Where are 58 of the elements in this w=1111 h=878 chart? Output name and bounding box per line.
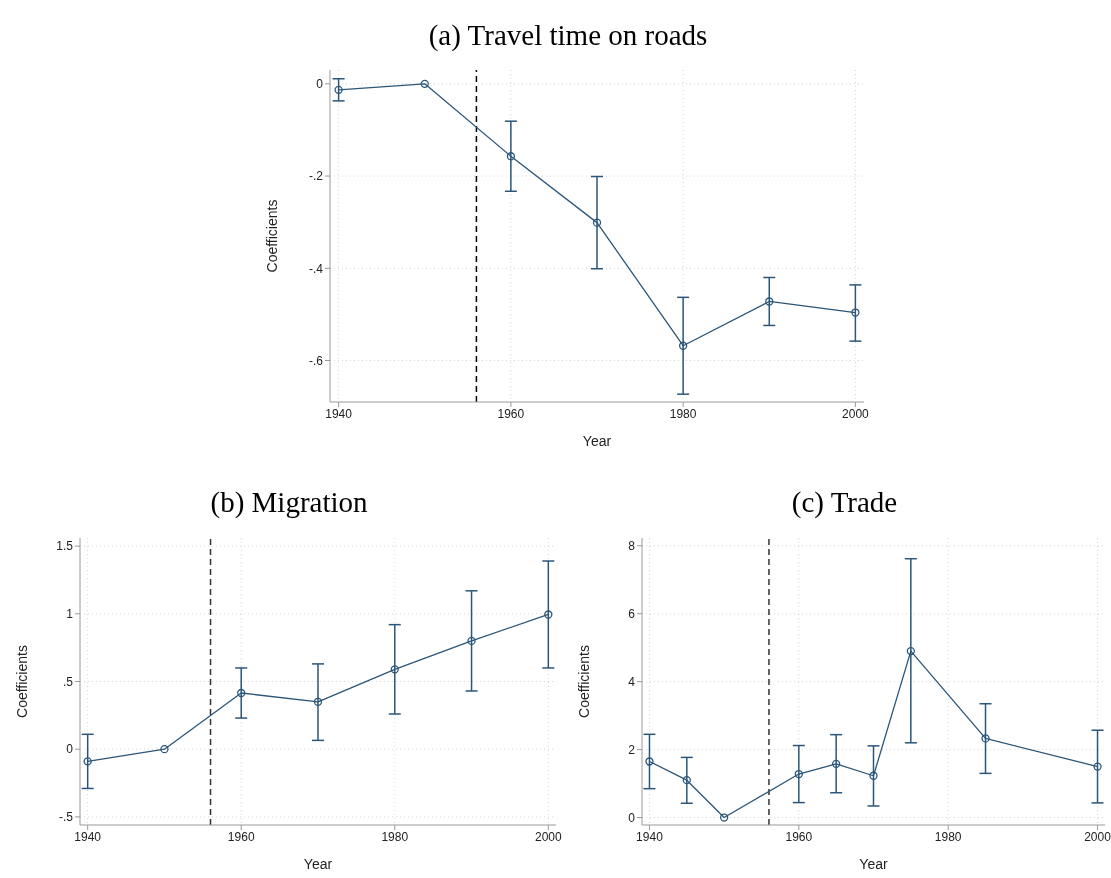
x-axis-title: Year xyxy=(303,856,333,872)
chart-title: (a) Travel time on roads xyxy=(427,18,709,53)
point xyxy=(906,646,915,656)
x-tick-label: 1960 xyxy=(785,829,813,844)
x-tick-label: 1960 xyxy=(227,829,255,844)
x-tick-label: 1980 xyxy=(934,829,962,844)
point xyxy=(592,218,602,227)
y-tick-label: 2 xyxy=(628,742,636,757)
y-tick-label: 8 xyxy=(628,539,636,554)
point xyxy=(794,769,803,779)
point xyxy=(682,776,691,785)
y-tick-label: 1 xyxy=(66,607,74,622)
y-tick-label: 0 xyxy=(316,77,324,92)
x-tick-label: 2000 xyxy=(1084,829,1111,844)
point xyxy=(506,152,516,161)
y-tick-label: -.5 xyxy=(58,810,74,825)
y-tick-label: -.4 xyxy=(308,261,324,276)
chart-title: (b) Migration xyxy=(209,485,369,520)
x-tick-label: 1960 xyxy=(497,406,525,421)
x-tick-label: 1940 xyxy=(74,829,102,844)
chart-title: (c) Trade xyxy=(790,485,899,520)
point xyxy=(390,665,399,674)
point xyxy=(765,297,774,306)
y-axis-title: Coefficients xyxy=(575,645,592,718)
x-tick-label: 2000 xyxy=(842,406,870,421)
y-tick-label: 0 xyxy=(66,742,74,757)
x-tick-label: 1980 xyxy=(381,829,409,844)
x-axis-title: Year xyxy=(582,433,612,449)
y-tick-label: 6 xyxy=(628,607,636,621)
y-tick-label: -.6 xyxy=(308,353,324,368)
point xyxy=(832,759,841,769)
x-axis-title: Year xyxy=(859,856,888,872)
y-tick-label: 1.5 xyxy=(56,539,74,554)
x-tick-label: 1940 xyxy=(325,406,353,421)
y-axis-title: Coefficients xyxy=(13,645,30,718)
point xyxy=(467,636,476,646)
point xyxy=(237,688,246,698)
point xyxy=(981,734,990,743)
y-tick-label: .5 xyxy=(62,674,74,689)
point xyxy=(334,85,343,94)
point xyxy=(720,813,729,822)
x-tick-label: 1940 xyxy=(636,829,664,844)
y-tick-label: 4 xyxy=(628,674,636,689)
y-axis-title: Coefficients xyxy=(263,199,280,273)
x-tick-label: 1980 xyxy=(669,406,697,421)
point xyxy=(313,697,323,706)
point xyxy=(678,341,688,350)
point xyxy=(83,757,92,766)
y-tick-label: 0 xyxy=(628,810,636,825)
x-tick-label: 2000 xyxy=(534,829,562,844)
point xyxy=(160,745,169,754)
point xyxy=(851,308,860,317)
point xyxy=(420,79,429,88)
y-tick-label: -.2 xyxy=(308,169,324,184)
point xyxy=(645,757,654,766)
point xyxy=(544,610,553,619)
point xyxy=(869,771,878,780)
point xyxy=(1093,762,1102,771)
